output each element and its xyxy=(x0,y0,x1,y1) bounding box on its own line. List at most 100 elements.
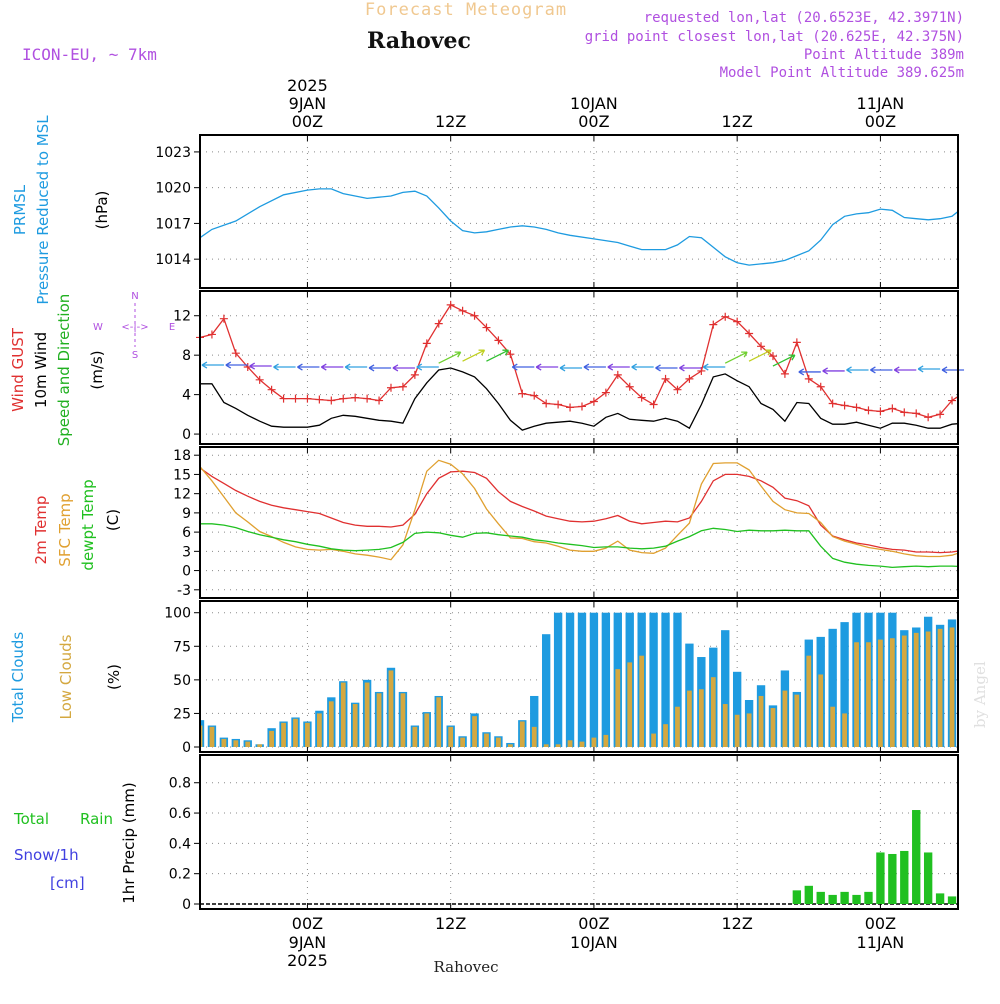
wind-direction-arrow xyxy=(748,349,772,362)
top-date-label: 9JAN xyxy=(289,94,327,113)
temp-label-unit: (C) xyxy=(104,509,122,531)
cloud-low-bar xyxy=(818,674,824,747)
wind-gust-marker xyxy=(434,319,443,328)
wind-gust-marker xyxy=(745,329,754,338)
wind-frame xyxy=(199,290,959,445)
wind-direction-arrow xyxy=(702,363,726,371)
cloud-low-bar xyxy=(663,724,668,747)
cloud-low-bar xyxy=(627,662,633,747)
cloud-low-bar xyxy=(710,677,716,747)
wind-gust-marker xyxy=(936,410,945,419)
wind-direction-arrow xyxy=(201,361,224,369)
wind-gust-marker xyxy=(709,320,718,329)
temp-2m-line xyxy=(200,467,958,554)
wind-gust-marker xyxy=(625,382,634,391)
top-time-label: 12Z xyxy=(435,112,466,131)
super-title: Forecast Meteogram xyxy=(365,0,567,20)
precip-ytick-label: 0.2 xyxy=(169,867,191,883)
wind-direction-arrow xyxy=(320,363,344,371)
cloud-low-bar xyxy=(901,635,907,747)
cloud-low-bar xyxy=(854,642,859,747)
wind-direction-arrow xyxy=(822,367,845,375)
top-time-label: 00Z xyxy=(865,112,896,131)
requested-coords: requested lon,lat (20.6523E, 42.3971N) xyxy=(644,10,964,26)
model-name: ICON-EU, ~ 7km xyxy=(22,45,157,64)
compass-south: S xyxy=(132,350,138,361)
wind-direction-arrow xyxy=(583,363,606,371)
wind-gust-marker xyxy=(876,407,885,416)
precip-rain-bar xyxy=(804,885,813,904)
wind-gust-marker xyxy=(733,317,742,326)
pressure-ytick-label: 1017 xyxy=(155,216,191,232)
temp-ytick-label: 18 xyxy=(173,448,191,464)
cloud-low-bar xyxy=(412,726,418,747)
wind-gust-marker xyxy=(912,409,921,418)
precip-label-rain: Rain xyxy=(80,810,113,828)
cloud-label-low: Low Clouds xyxy=(57,634,75,719)
wind-gust-marker xyxy=(422,339,431,348)
wind-direction-arrow xyxy=(631,363,654,371)
cloud-total-bar xyxy=(530,695,539,747)
wind-gust-marker xyxy=(673,385,682,394)
temp-ytick-label: -3 xyxy=(177,583,191,599)
cloud-low-bar xyxy=(543,744,549,747)
cloud-low-bar xyxy=(603,734,609,747)
top-year-label: 2025 xyxy=(287,76,328,95)
pressure-ytick-label: 1023 xyxy=(155,145,191,161)
precip-rain-bar xyxy=(888,853,897,904)
wind-gust-marker xyxy=(864,406,873,415)
cloud-low-bar xyxy=(782,690,788,747)
clouds-ytick-label: 50 xyxy=(173,673,191,689)
cloud-low-bar xyxy=(245,741,251,747)
precip-rain-bar xyxy=(935,893,945,904)
wind-direction-arrow xyxy=(870,366,893,374)
wind-gust-marker xyxy=(792,338,801,347)
bottom-time-label: 00Z xyxy=(578,914,609,933)
wind-label-gust: Wind GUST xyxy=(9,327,27,412)
temp-ytick-label: 3 xyxy=(182,544,191,560)
wind-gust-marker xyxy=(685,374,694,383)
wind-gust-marker xyxy=(482,323,491,332)
wind-direction-arrow xyxy=(535,363,559,371)
wind-gust-marker xyxy=(327,396,336,405)
bottom-year-label: 2025 xyxy=(287,951,328,970)
cloud-low-bar xyxy=(925,631,931,747)
cloud-low-bar xyxy=(293,718,298,747)
wind-gust-marker xyxy=(410,370,419,379)
top-time-label: 00Z xyxy=(578,112,609,131)
precip-rain-bar xyxy=(816,891,825,904)
wind-direction-arrow xyxy=(846,366,869,374)
top-time-label: 00Z xyxy=(292,112,323,131)
cloud-low-bar xyxy=(591,737,597,747)
cloud-low-bar xyxy=(484,733,489,747)
precip-panel: 0 0.2 0.4 0.6 0.8 xyxy=(169,754,959,913)
prmsl-line xyxy=(200,188,958,266)
cloud-low-bar xyxy=(758,695,764,747)
wind-direction-arrow xyxy=(225,361,248,369)
cloud-low-bar xyxy=(388,670,394,747)
pressure-ytick-label: 1020 xyxy=(155,181,191,197)
cloud-low-bar xyxy=(878,639,883,747)
wind-direction-arrow xyxy=(462,349,486,362)
precip-label-snow: Snow/1h xyxy=(14,846,79,864)
cloud-low-bar xyxy=(460,737,466,747)
wind-gust-marker xyxy=(351,393,360,402)
wind-direction-arrow xyxy=(917,365,941,373)
cloud-low-bar xyxy=(651,733,656,747)
cloud-low-bar xyxy=(281,722,286,747)
cloud-total-bar xyxy=(541,634,551,747)
cloud-low-bar xyxy=(269,730,275,747)
pressure-label-prmsl: PRMSL xyxy=(11,184,29,235)
wind-gust-marker xyxy=(446,300,455,309)
cloud-label-unit: (%) xyxy=(105,664,123,690)
cloud-total-bar xyxy=(673,612,682,747)
cloud-low-bar xyxy=(794,694,800,747)
wind-gust-marker xyxy=(589,397,598,406)
cloud-low-bar xyxy=(770,708,776,747)
bottom-date-label: 9JAN xyxy=(289,933,327,952)
wind-ytick-label: 0 xyxy=(182,427,191,443)
wind-direction-arrow xyxy=(368,364,392,372)
cloud-low-bar xyxy=(328,701,334,747)
cloud-total-bar xyxy=(721,630,730,747)
wind-gust-marker xyxy=(231,349,240,358)
